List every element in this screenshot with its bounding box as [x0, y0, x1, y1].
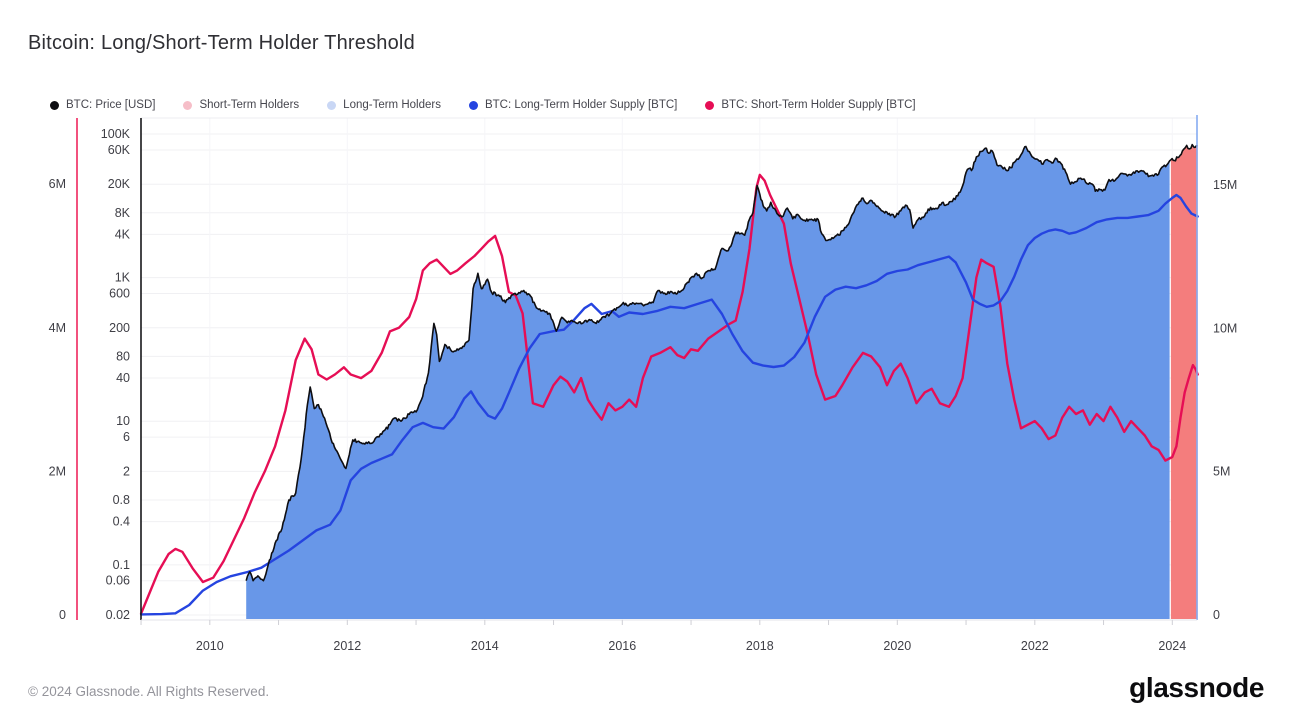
x-axis-tick-label: 2012: [333, 639, 361, 653]
series-btc-price: [245, 143, 1198, 582]
chart-canvas[interactable]: 0 2M 4M 6M 100K 60K 20K 8K 4K 1K 600 200 80 40 10 6 2 0.8…: [0, 0, 1292, 660]
price-axis-tick-label: 0.4: [113, 515, 130, 529]
price-axis-tick-label: 60K: [108, 143, 131, 157]
price-axis-tick-label: 600: [109, 287, 130, 301]
legend-item-label: Short-Term Holders: [199, 99, 300, 111]
legend-item-label: Long-Term Holders: [343, 99, 441, 111]
x-axis-tick-label: 2018: [746, 639, 774, 653]
price-axis-tick-label: 6: [123, 430, 130, 444]
price-axis-tick-label: 1K: [115, 271, 131, 285]
legend-item-label: BTC: Long-Term Holder Supply [BTC]: [484, 99, 678, 111]
legend-item-short-term-holders[interactable]: Short-Term Holders: [183, 99, 299, 111]
price-axis-tick-label: 0.1: [113, 558, 130, 572]
legend-item-label: BTC: Short-Term Holder Supply [BTC]: [721, 99, 916, 111]
series-btc-short-term-holder-supply-btc-: [139, 173, 1199, 615]
legend-item-btc-price-usd[interactable]: BTC: Price [USD]: [50, 99, 155, 111]
series-btc-long-term-holder-supply-btc-: [139, 193, 1199, 616]
price-axis-tick-label: 4K: [115, 227, 131, 241]
legend-dot-icon: [705, 100, 715, 110]
sth-axis-tick-label: 6M: [49, 177, 66, 191]
price-axis-tick-label: 200: [109, 321, 130, 335]
price-axis-tick-label: 0.8: [113, 493, 130, 507]
glassnode-logo: glassnode: [1129, 672, 1264, 703]
price-axis-tick-label: 0.06: [106, 574, 130, 588]
x-axis-tick-label: 2020: [883, 639, 911, 653]
sth-axis-tick-label: 4M: [49, 321, 66, 335]
lth-axis-tick-label: 0: [1213, 608, 1220, 622]
axis-lines: [76, 115, 1198, 625]
region-long-term-holders: [246, 146, 1170, 619]
price-axis-tick-label: 8K: [115, 206, 131, 220]
legend-item-label: BTC: Price [USD]: [66, 99, 156, 111]
copyright-text: © 2024 Glassnode. All Rights Reserved.: [28, 684, 270, 699]
x-axis-tick-label: 2022: [1021, 639, 1049, 653]
sth-axis-tick-label: 0: [59, 608, 66, 622]
price-axis-tick-label: 0.02: [106, 608, 130, 622]
legend-item-btc-short-term-holder-supply-btc[interactable]: BTC: Short-Term Holder Supply [BTC]: [705, 99, 916, 111]
chart-title: Bitcoin: Long/Short-Term Holder Threshol…: [28, 32, 415, 54]
legend-dot-icon: [468, 100, 478, 110]
legend-item-btc-long-term-holder-supply-btc[interactable]: BTC: Long-Term Holder Supply [BTC]: [468, 99, 678, 111]
x-axis-tick-label: 2010: [196, 639, 224, 653]
lth-axis-tick-label: 10M: [1213, 321, 1237, 335]
legend-dot-icon: [327, 100, 337, 110]
price-axis-tick-label: 20K: [108, 177, 131, 191]
holder-region-fills: [246, 144, 1198, 619]
region-short-term-holders: [1170, 144, 1198, 619]
price-axis-tick-label: 80: [116, 349, 130, 363]
lth-axis-tick-label: 15M: [1213, 178, 1237, 192]
sth-axis-tick-label: 2M: [49, 464, 66, 478]
lth-axis-tick-label: 5M: [1213, 465, 1230, 479]
price-axis-tick-label: 100K: [101, 127, 131, 141]
legend: BTC: Price [USD] Short-Term Holders Long-T…: [50, 99, 916, 111]
legend-dot-icon: [50, 100, 59, 110]
price-axis-tick-label: 10: [116, 414, 130, 428]
axis-labels: 0 2M 4M 6M 100K 60K 20K 8K 4K 1K 600 200 80 40 10 6 2 0.8…: [49, 127, 1238, 653]
price-axis-tick-label: 2: [123, 464, 130, 478]
x-axis-tick-label: 2024: [1158, 639, 1186, 653]
price-axis-tick-label: 40: [116, 371, 130, 385]
x-axis-tick-label: 2014: [471, 639, 499, 653]
legend-item-long-term-holders[interactable]: Long-Term Holders: [327, 99, 441, 111]
x-axis-tick-label: 2016: [608, 639, 636, 653]
legend-dot-icon: [183, 100, 193, 110]
